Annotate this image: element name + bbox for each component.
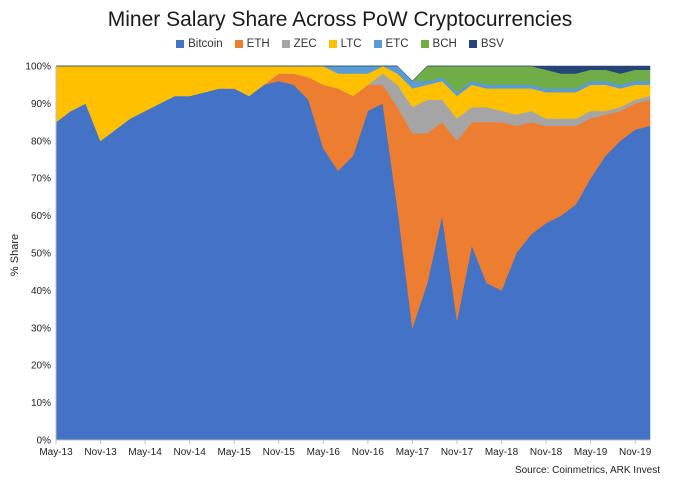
x-tick-label: Nov-16 (352, 447, 385, 458)
x-tick-label: Nov-14 (174, 447, 207, 458)
y-tick-label: 60% (31, 211, 51, 222)
legend-item: ZEC (281, 38, 317, 50)
legend-label: BCH (432, 38, 457, 50)
y-axis-label: % Share (9, 234, 21, 276)
x-tick-label: May-17 (396, 447, 430, 458)
y-axis: 0% 10% 20% 30% 40% 50% 60% 70% 80% 90% 100% (25, 62, 57, 447)
y-tick-label: 100% (25, 62, 51, 73)
x-tick-label: May-14 (128, 447, 162, 458)
y-tick-label: 40% (31, 286, 51, 297)
legend-label: ZEC (293, 38, 317, 50)
legend-swatch (468, 40, 477, 48)
x-tick-label: Nov-19 (619, 447, 652, 458)
legend-label: Bitcoin (188, 38, 223, 50)
y-tick-label: 80% (31, 136, 51, 147)
x-axis: May-13 Nov-13 May-14 Nov-14 May-15 Nov-15 May-… (39, 439, 652, 458)
legend-swatch (281, 40, 290, 48)
legend-item: ETC (373, 38, 409, 50)
x-tick-label: May-18 (485, 447, 519, 458)
area-series-bsv (56, 65, 651, 82)
y-tick-label: 20% (31, 361, 51, 372)
chart-legend: Bitcoin ETH ZEC LTC ETC BCH BSV (0, 38, 680, 50)
x-tick-label: Nov-15 (263, 447, 296, 458)
legend-label: ETH (246, 38, 270, 50)
legend-item: ETH (234, 38, 270, 50)
chart-title: Miner Salary Share Across PoW Cryptocurr… (107, 8, 573, 31)
x-tick-label: May-16 (307, 447, 341, 458)
legend-swatch (328, 40, 337, 48)
x-tick-label: Nov-18 (530, 447, 563, 458)
y-tick-label: 50% (31, 249, 51, 260)
y-tick-label: 0% (37, 436, 52, 447)
legend-label: BSV (480, 38, 504, 50)
y-tick-label: 30% (31, 323, 51, 334)
legend-swatch (373, 40, 382, 48)
y-tick-label: 70% (31, 174, 51, 185)
legend-item: LTC (328, 38, 362, 50)
x-tick-label: May-19 (574, 447, 608, 458)
legend-swatch (176, 40, 185, 48)
area-series-group (55, 65, 651, 441)
legend-swatch (420, 40, 429, 48)
x-tick-label: Nov-13 (84, 447, 117, 458)
legend-label: ETC (385, 38, 409, 50)
legend-item: BSV (468, 38, 504, 50)
y-tick-label: 10% (31, 398, 51, 409)
x-tick-label: Nov-17 (441, 447, 474, 458)
legend-swatch (234, 40, 243, 48)
legend-label: LTC (340, 38, 362, 50)
y-tick-label: 90% (31, 99, 51, 110)
x-tick-label: May-13 (39, 447, 73, 458)
legend-item: Bitcoin (176, 38, 223, 50)
legend-item: BCH (420, 38, 457, 50)
x-tick-label: May-15 (218, 447, 252, 458)
source-note: Source: Coinmetrics, ARK Invest (514, 465, 660, 476)
